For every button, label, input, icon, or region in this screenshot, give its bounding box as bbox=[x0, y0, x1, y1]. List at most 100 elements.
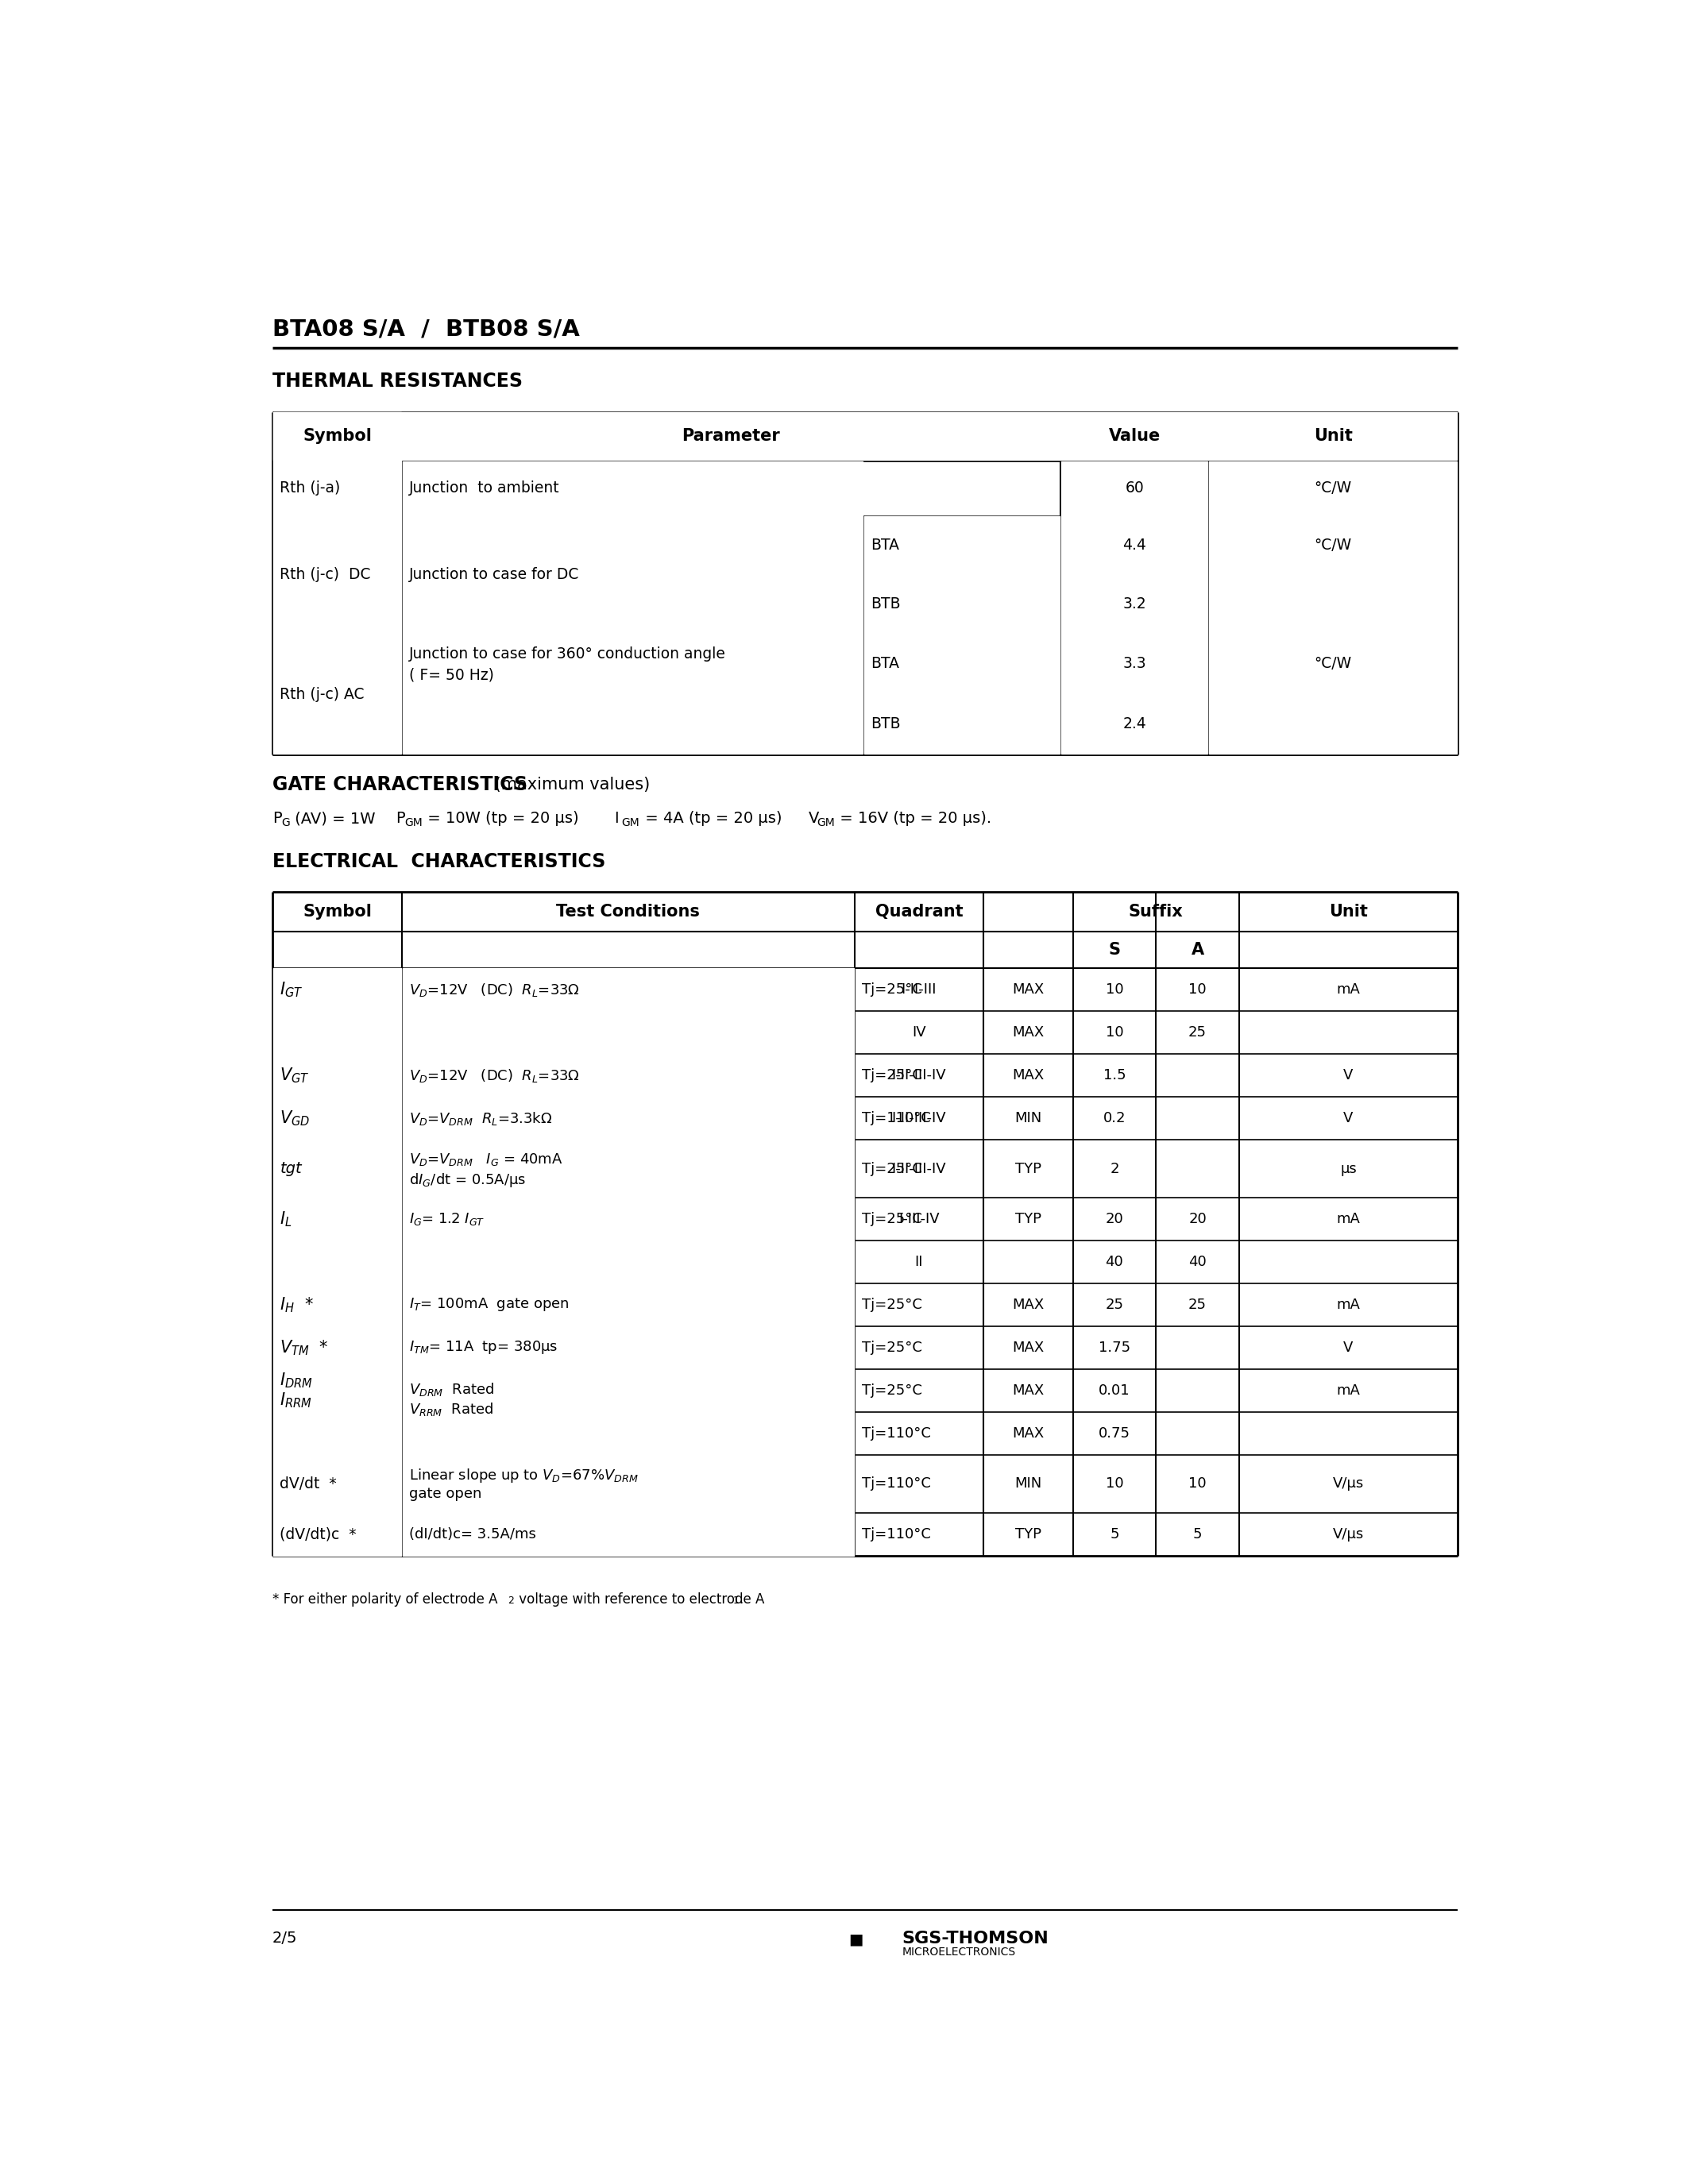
Text: Test Conditions: Test Conditions bbox=[557, 904, 701, 919]
Bar bbox=[273, 968, 402, 1555]
Text: MAX: MAX bbox=[1013, 1341, 1045, 1354]
Text: Value: Value bbox=[1109, 428, 1160, 443]
Text: 10: 10 bbox=[1188, 1476, 1207, 1492]
Text: MIN: MIN bbox=[1014, 1476, 1041, 1492]
Text: ( F= 50 Hz): ( F= 50 Hz) bbox=[408, 668, 498, 684]
Bar bbox=[1209, 461, 1457, 753]
Text: Rth (j-a): Rth (j-a) bbox=[280, 480, 343, 496]
Text: 40: 40 bbox=[1106, 1256, 1124, 1269]
Text: A: A bbox=[1192, 941, 1204, 959]
Text: $I_H$  *: $I_H$ * bbox=[280, 1295, 314, 1315]
Text: IT= 100mA  gate open: IT= 100mA gate open bbox=[408, 1297, 571, 1313]
Text: $V_D$=12V   (DC)  $R_L$=33Ω: $V_D$=12V (DC) $R_L$=33Ω bbox=[408, 981, 581, 998]
Text: $I_{DRM}$: $I_{DRM}$ bbox=[280, 1372, 314, 1389]
Text: Rth (j-c) AC: Rth (j-c) AC bbox=[280, 686, 365, 701]
Text: °C/W: °C/W bbox=[1315, 537, 1352, 553]
Text: Tj=110°C: Tj=110°C bbox=[861, 1426, 930, 1439]
Text: 25: 25 bbox=[1188, 1297, 1207, 1313]
Text: Junction  to ambient: Junction to ambient bbox=[408, 480, 560, 496]
Bar bbox=[864, 515, 1060, 753]
Text: V: V bbox=[1344, 1112, 1354, 1125]
Text: * For either polarity of electrode A: * For either polarity of electrode A bbox=[272, 1592, 498, 1607]
Text: Parameter: Parameter bbox=[682, 428, 780, 443]
Text: IL: IL bbox=[280, 1212, 292, 1227]
Text: BTB: BTB bbox=[871, 596, 901, 612]
Text: $I_G$= 1.2 $I_{GT}$: $I_G$= 1.2 $I_{GT}$ bbox=[408, 1212, 484, 1227]
Bar bbox=[402, 461, 863, 753]
Text: BTA: BTA bbox=[871, 655, 900, 670]
Text: 20: 20 bbox=[1106, 1212, 1124, 1225]
Text: °C/W: °C/W bbox=[1313, 537, 1352, 553]
Text: 40: 40 bbox=[1188, 1256, 1207, 1269]
Text: BTA: BTA bbox=[871, 537, 900, 553]
Text: °C/W: °C/W bbox=[1315, 480, 1352, 496]
Text: gate open: gate open bbox=[408, 1487, 481, 1500]
Text: VGD: VGD bbox=[280, 1112, 314, 1125]
Text: Junction to case for 360° conduction angle: Junction to case for 360° conduction ang… bbox=[408, 646, 739, 662]
Text: 10: 10 bbox=[1106, 1026, 1124, 1040]
Text: 4.4: 4.4 bbox=[1123, 537, 1146, 553]
Text: 1.75: 1.75 bbox=[1099, 1341, 1131, 1354]
Text: Linear slope up to VD=67%VDRM: Linear slope up to VD=67%VDRM bbox=[408, 1468, 650, 1481]
Text: GATE CHARACTERISTICS: GATE CHARACTERISTICS bbox=[272, 775, 528, 795]
Text: 0.2: 0.2 bbox=[1104, 1112, 1126, 1125]
Text: P: P bbox=[272, 810, 282, 826]
Text: ITM= 11A  tp= 380μs: ITM= 11A tp= 380μs bbox=[408, 1341, 562, 1354]
Text: THERMAL RESISTANCES: THERMAL RESISTANCES bbox=[272, 371, 523, 391]
Text: VD=12V   (DC)  RL=33Ω: VD=12V (DC) RL=33Ω bbox=[408, 1068, 584, 1083]
Text: mA: mA bbox=[1337, 1212, 1361, 1225]
Text: Unit: Unit bbox=[1328, 904, 1367, 919]
Text: (dV/dt)c  *: (dV/dt)c * bbox=[280, 1527, 356, 1542]
Text: d$I_G$/dt = 0.5A/μs: d$I_G$/dt = 0.5A/μs bbox=[408, 1171, 527, 1188]
Text: .: . bbox=[739, 1592, 743, 1607]
Text: I-II-III: I-II-III bbox=[901, 983, 937, 996]
Text: 3.2: 3.2 bbox=[1123, 596, 1146, 612]
Text: Tj=25°C: Tj=25°C bbox=[861, 1341, 922, 1354]
Text: Unit: Unit bbox=[1313, 428, 1352, 443]
Text: MICROELECTRONICS: MICROELECTRONICS bbox=[901, 1946, 1016, 1957]
Text: 3.3: 3.3 bbox=[1123, 655, 1146, 670]
Text: MAX: MAX bbox=[1013, 1297, 1045, 1313]
Text: IDRM: IDRM bbox=[280, 1380, 319, 1396]
Text: Suffix: Suffix bbox=[1129, 904, 1183, 919]
Text: tgt: tgt bbox=[280, 1162, 302, 1177]
Text: 3.2: 3.2 bbox=[1123, 596, 1146, 612]
Text: (dI/dt)c= 3.5A/ms: (dI/dt)c= 3.5A/ms bbox=[408, 1527, 537, 1542]
Text: MAX: MAX bbox=[1013, 1382, 1045, 1398]
Text: Unit: Unit bbox=[1313, 428, 1352, 443]
Text: (dV/dt)c  *: (dV/dt)c * bbox=[280, 1527, 356, 1542]
Text: GM: GM bbox=[817, 817, 836, 828]
Text: VGT: VGT bbox=[280, 1068, 311, 1083]
Text: mA: mA bbox=[1337, 1297, 1361, 1313]
Text: Value: Value bbox=[1109, 428, 1160, 443]
Text: dV/dt  *: dV/dt * bbox=[280, 1476, 338, 1492]
Text: 2/5: 2/5 bbox=[272, 1931, 297, 1946]
Text: 10: 10 bbox=[1188, 983, 1207, 996]
Text: $V_D$=12V   (DC)  $R_L$=33Ω: $V_D$=12V (DC) $R_L$=33Ω bbox=[408, 1068, 581, 1083]
Text: I-II-III-IV: I-II-III-IV bbox=[891, 1162, 947, 1175]
Text: Rth (j-c) AC: Rth (j-c) AC bbox=[280, 686, 368, 701]
Text: 25: 25 bbox=[1106, 1297, 1124, 1313]
Text: G: G bbox=[282, 817, 290, 828]
Text: Tj=25°C: Tj=25°C bbox=[861, 1297, 922, 1313]
Text: P: P bbox=[395, 810, 405, 826]
Text: $I_{TM}$= 11A  tp= 380μs: $I_{TM}$= 11A tp= 380μs bbox=[408, 1339, 559, 1356]
Text: V: V bbox=[809, 810, 819, 826]
Text: I-III-IV: I-III-IV bbox=[898, 1212, 940, 1225]
Text: V: V bbox=[1344, 1068, 1354, 1083]
Text: $V_{GT}$: $V_{GT}$ bbox=[280, 1066, 309, 1085]
Bar bbox=[273, 413, 1457, 461]
Text: gate open: gate open bbox=[408, 1485, 481, 1500]
Text: I-II-III-IV: I-II-III-IV bbox=[891, 1068, 947, 1083]
Text: Symbol: Symbol bbox=[302, 428, 371, 443]
Text: Symbol: Symbol bbox=[302, 904, 371, 919]
Text: $I_{GT}$: $I_{GT}$ bbox=[280, 981, 304, 998]
Text: Tj=25°C: Tj=25°C bbox=[861, 983, 922, 996]
Text: TYP: TYP bbox=[1014, 1212, 1041, 1225]
Text: VD=VDRM   IG = 40mA: VD=VDRM IG = 40mA bbox=[408, 1151, 577, 1166]
Text: MAX: MAX bbox=[1013, 1068, 1045, 1083]
Text: $V_{TM}$  *: $V_{TM}$ * bbox=[280, 1339, 329, 1356]
Text: 20: 20 bbox=[1188, 1212, 1207, 1225]
Text: BTB: BTB bbox=[871, 596, 901, 612]
Text: = 16V (tp = 20 μs).: = 16V (tp = 20 μs). bbox=[836, 810, 993, 826]
